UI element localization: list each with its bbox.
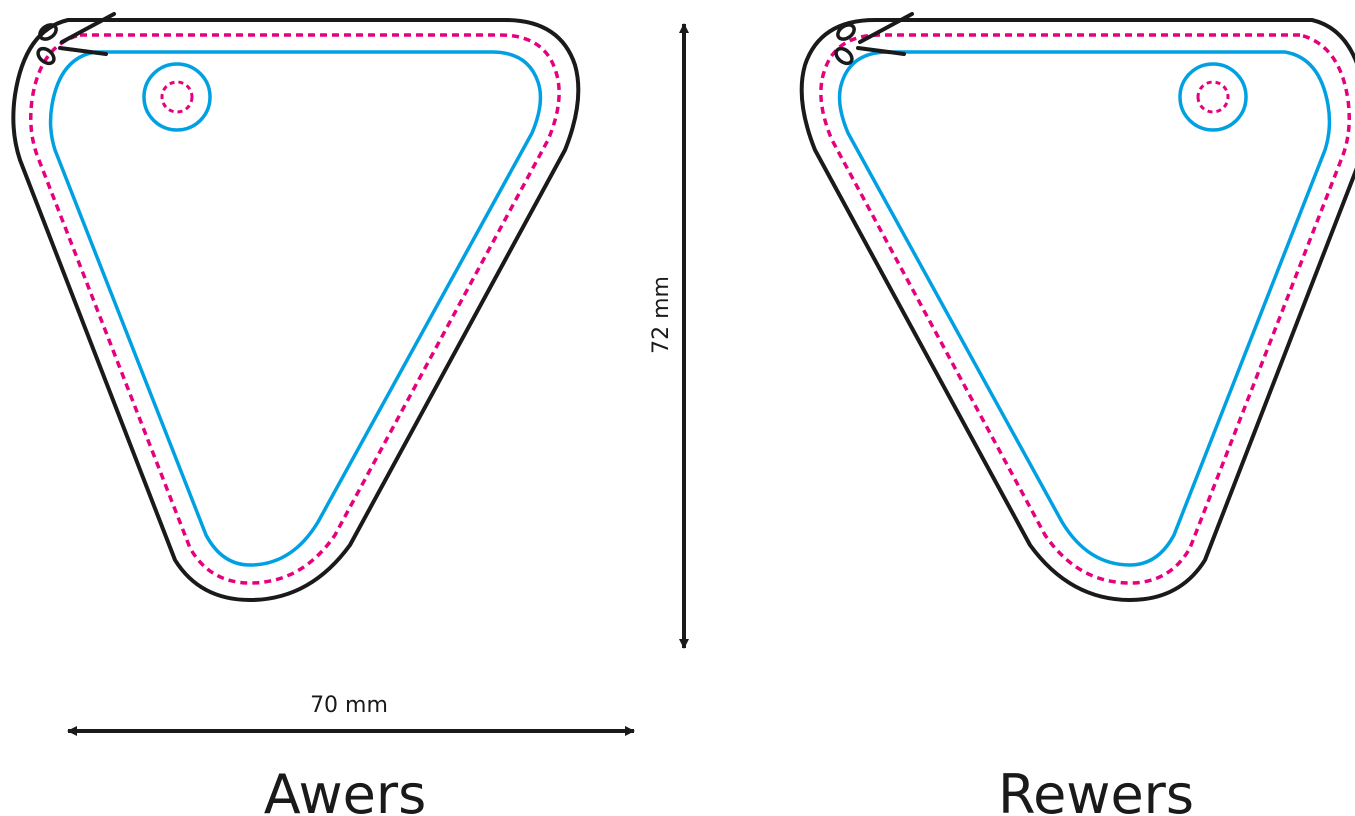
back-title: Rewers — [998, 763, 1194, 816]
front-title: Awers — [264, 763, 426, 816]
front-safe-line — [48, 50, 543, 567]
width-label: 70 mm — [310, 693, 388, 718]
height-label: 72 mm — [649, 276, 674, 354]
back-cut-line — [799, 18, 1355, 602]
back-template — [799, 18, 1355, 602]
height-dimension: 72 mm — [649, 23, 689, 649]
front-hole-outer — [142, 62, 212, 132]
front-hole-inner — [160, 80, 194, 114]
width-dimension: 70 mm — [67, 693, 635, 736]
back-safe-line — [837, 50, 1332, 567]
front-template — [11, 12, 581, 602]
back-hole-inner — [1196, 80, 1230, 114]
back-hole-outer — [1178, 62, 1248, 132]
